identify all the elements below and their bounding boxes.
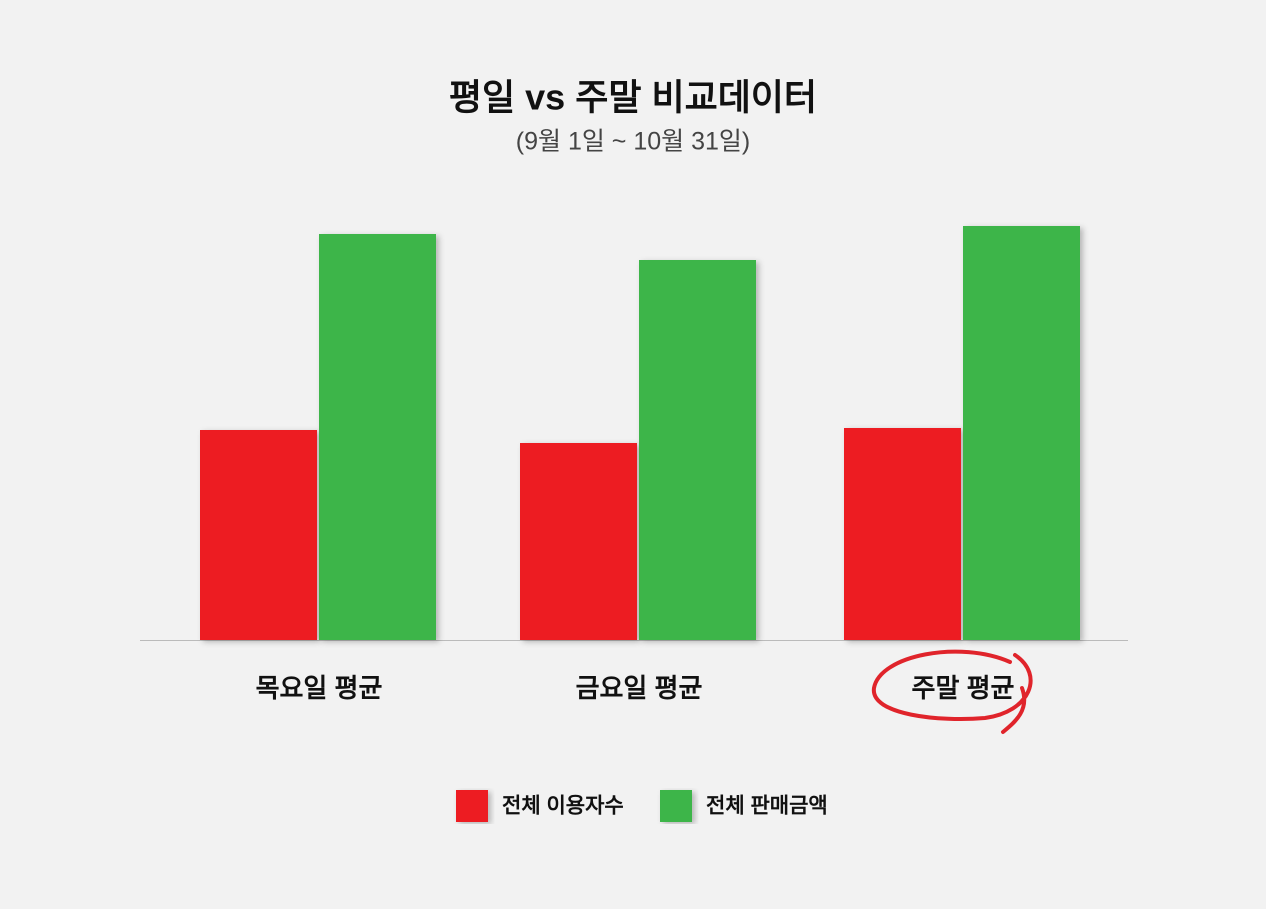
legend-swatch bbox=[660, 790, 692, 822]
bar bbox=[639, 260, 756, 640]
x-tick-label: 목요일 평균 bbox=[256, 673, 383, 703]
bar bbox=[844, 428, 961, 640]
chart-title: 평일 vs 주말 비교데이터 bbox=[449, 77, 817, 118]
bar bbox=[963, 226, 1080, 640]
chart-subtitle: (9월 1일 ~ 10월 31일) bbox=[516, 128, 750, 156]
x-tick-label: 금요일 평균 bbox=[576, 673, 703, 703]
legend-swatch bbox=[456, 790, 488, 822]
legend-label: 전체 이용자수 bbox=[502, 795, 624, 818]
bar bbox=[520, 443, 637, 640]
bar bbox=[200, 430, 317, 640]
bar bbox=[319, 234, 436, 640]
highlight-circle bbox=[871, 649, 1033, 734]
x-tick-label: 주말 평균 bbox=[912, 673, 1015, 703]
legend-label: 전체 판매금액 bbox=[706, 795, 828, 818]
